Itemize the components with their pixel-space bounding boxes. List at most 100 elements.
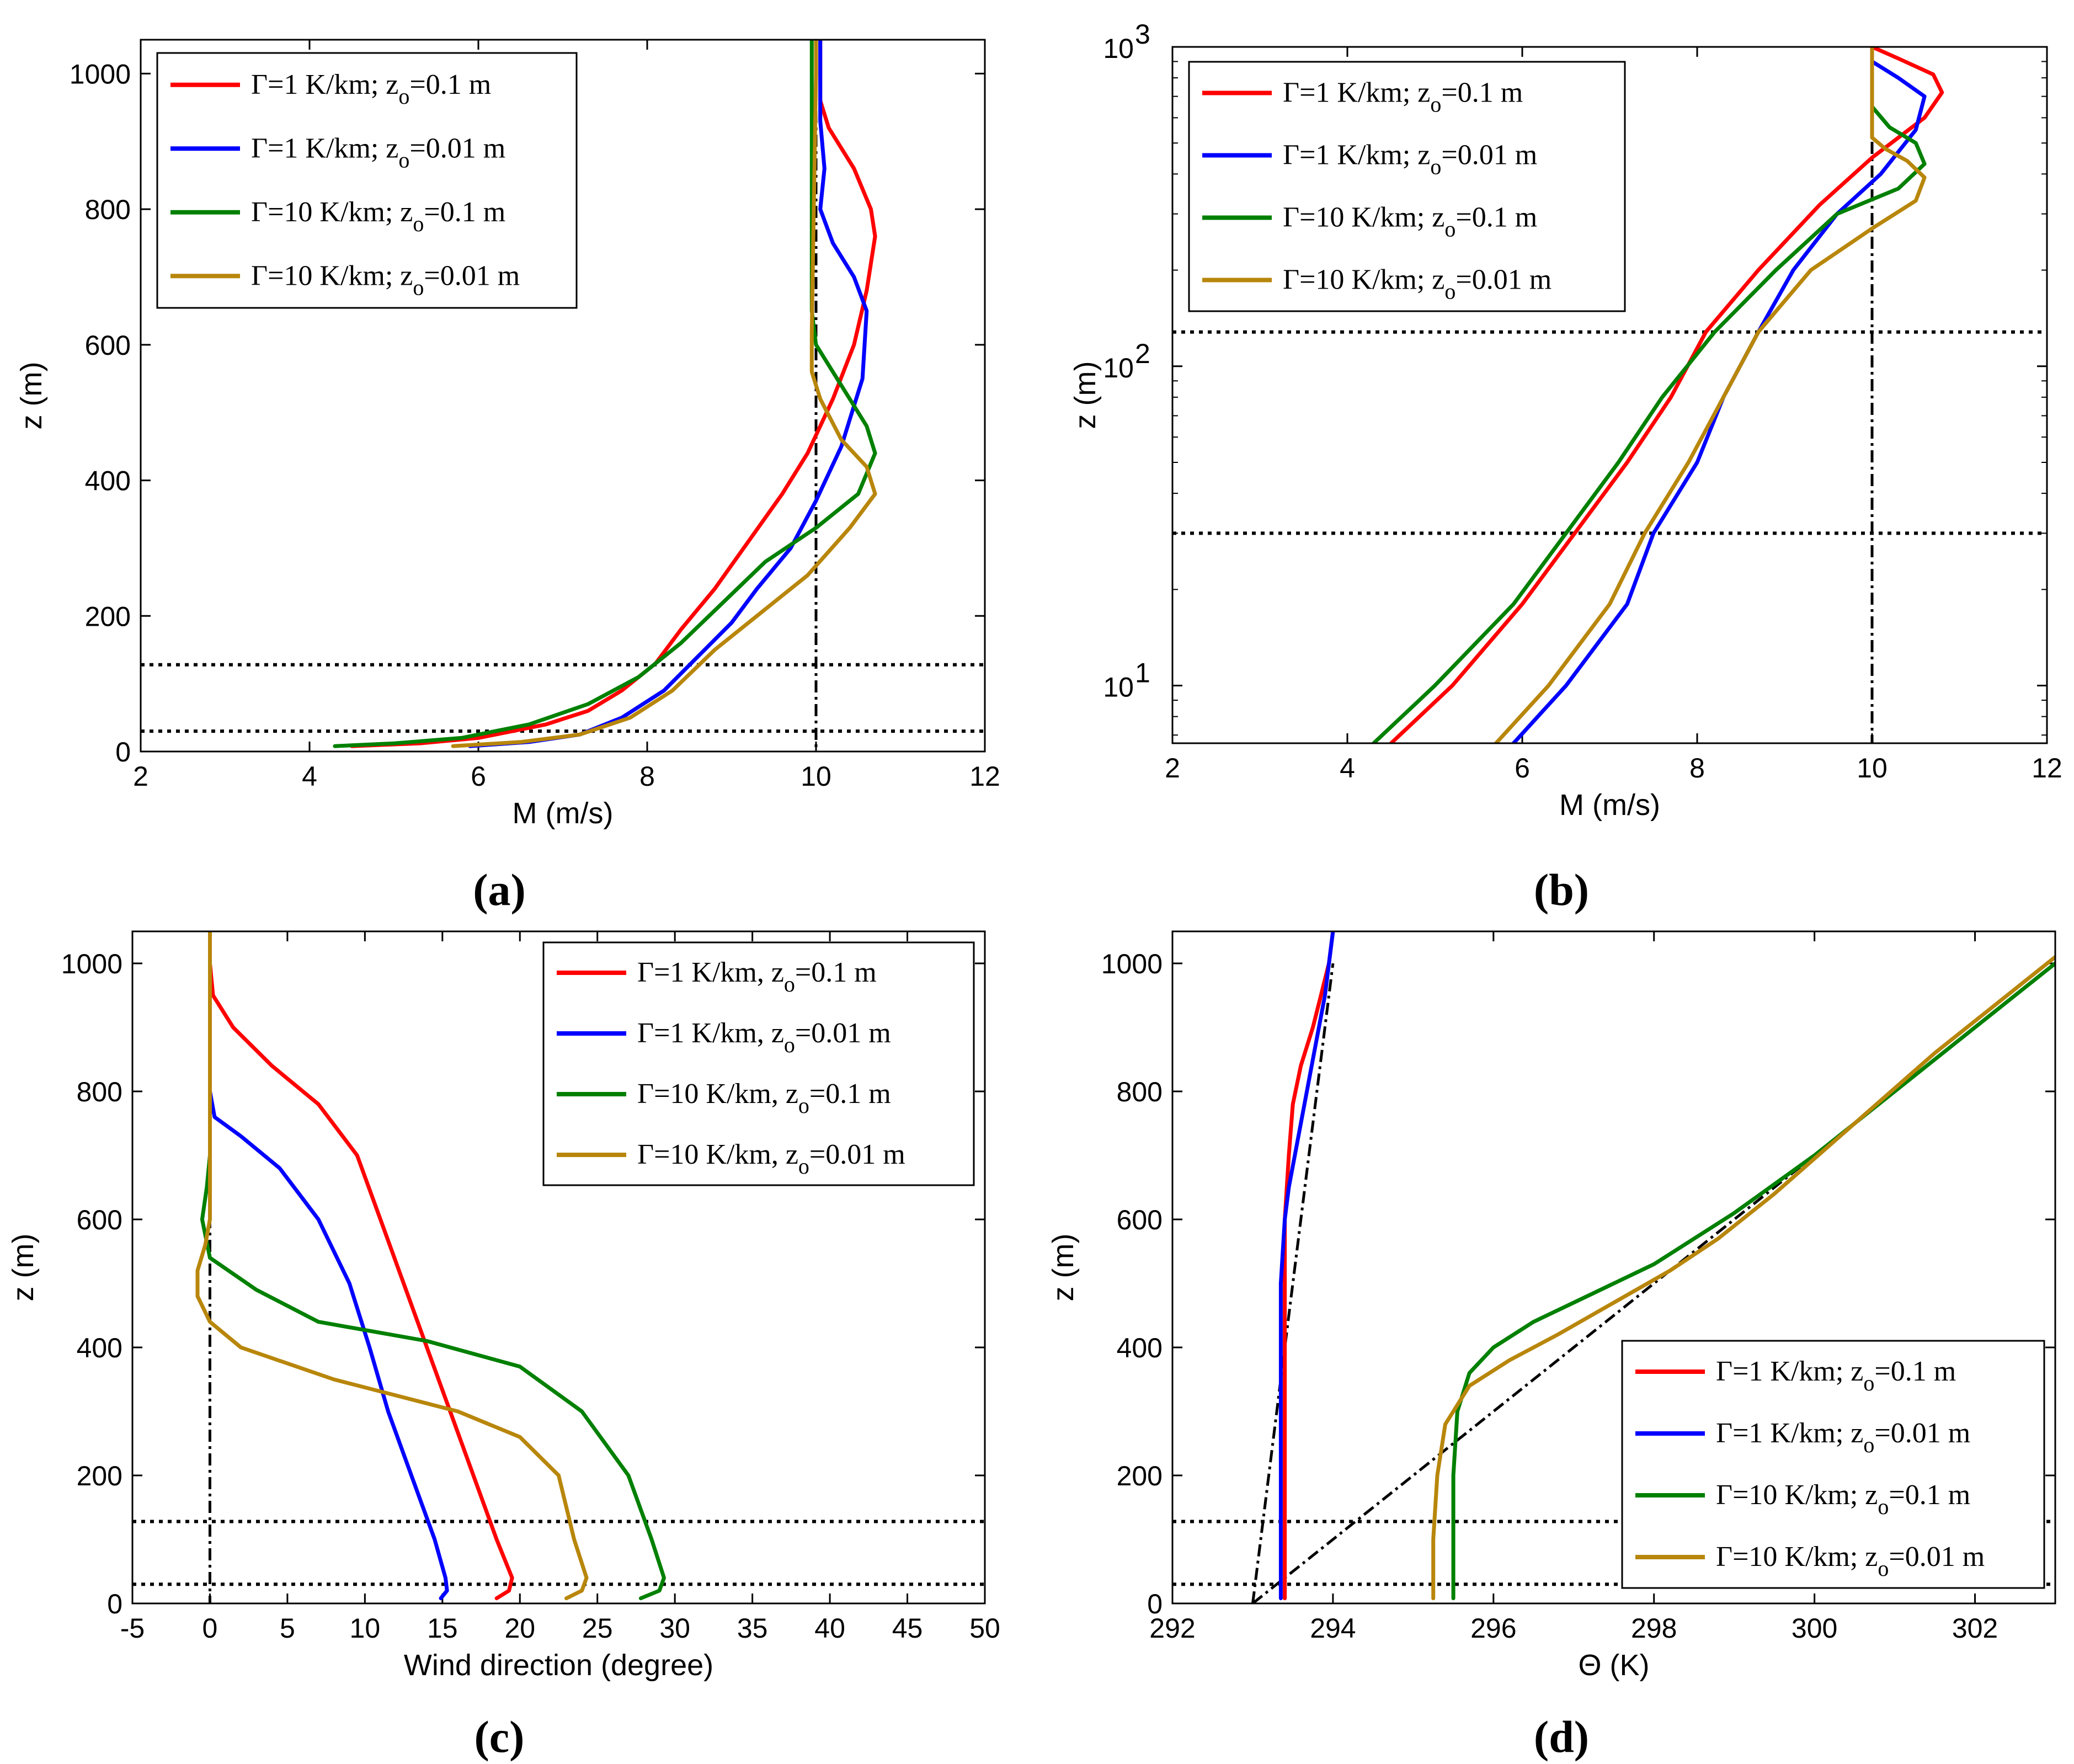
x-tick-label: 300: [1792, 1613, 1837, 1644]
legend-box: [1188, 61, 1626, 312]
series-line-4: [195, 931, 589, 1601]
y-tick-label: 200: [77, 1461, 122, 1491]
y-tick-label: 10: [1103, 33, 1134, 64]
legend-entry: Γ=1 K/km, zo=0.1 m: [637, 957, 877, 996]
series-line-2: [1511, 47, 1927, 743]
plot-area: [141, 40, 985, 752]
x-tick-label: 0: [202, 1613, 218, 1644]
x-axis-title: M (m/s): [1559, 788, 1660, 822]
legend-entry: Γ=10 K/km, zo=0.1 m: [637, 1078, 891, 1118]
legend-entry: Γ=1 K/km; zo=0.01 m: [1716, 1417, 1970, 1457]
x-tick-label: 6: [471, 761, 486, 792]
x-axis-title: M (m/s): [513, 797, 614, 830]
y-tick-label: 10: [1103, 672, 1134, 703]
y-tick-exponent: 2: [1135, 338, 1150, 369]
x-tick-label: 10: [801, 761, 831, 792]
y-tick-label: 400: [1117, 1333, 1163, 1363]
legend-entry: Γ=10 K/km; zo=0.1 m: [251, 196, 505, 236]
y-axis-title: z (m): [1047, 1234, 1080, 1302]
legend-entry: Γ=10 K/km, zo=0.01 m: [637, 1139, 905, 1179]
series-line-4: [1494, 47, 1927, 743]
legend-entry: Γ=1 K/km; zo=0.1 m: [251, 69, 491, 109]
y-tick-label: 200: [85, 601, 131, 632]
legend-entry: Γ=10 K/km; zo=0.1 m: [1716, 1479, 1970, 1519]
series-line-3: [200, 931, 666, 1601]
x-tick-label: 298: [1631, 1613, 1677, 1644]
panel-label: (a): [473, 865, 526, 915]
x-tick-label: 4: [1340, 753, 1355, 784]
axes-frame: [140, 39, 986, 753]
series-line-1: [1389, 47, 1944, 743]
legend-entry: Γ=1 K/km, zo=0.01 m: [637, 1017, 891, 1057]
y-tick-label: 10: [1103, 353, 1134, 383]
y-tick-label: 0: [115, 737, 131, 768]
legend-box: [542, 941, 975, 1186]
legend-box: [156, 52, 578, 309]
x-tick-label: 10: [350, 1613, 381, 1644]
x-tick-label: 25: [582, 1613, 613, 1644]
x-tick-label: 35: [737, 1613, 768, 1644]
x-tick-label: 45: [892, 1613, 923, 1644]
series-line-1: [208, 931, 514, 1601]
series-line-4: [451, 40, 877, 748]
y-tick-label: 400: [85, 466, 131, 497]
y-tick-label: 200: [1117, 1461, 1163, 1491]
legend-entry: Γ=10 K/km; zo=0.01 m: [251, 260, 520, 300]
legend-entry: Γ=1 K/km; zo=0.01 m: [251, 132, 505, 172]
series-line-1: [1283, 931, 1335, 1601]
panel-label: (b): [1534, 865, 1589, 915]
x-tick-label: 50: [969, 1613, 1000, 1644]
dashdot-reference-line: [1251, 963, 1335, 1603]
y-axis-title: z (m): [7, 1234, 40, 1302]
y-tick-label: 0: [107, 1589, 122, 1619]
y-tick-label: 800: [85, 194, 131, 225]
axes-frame: [1171, 46, 2048, 744]
legend-entry: Γ=1 K/km; zo=0.1 m: [1716, 1356, 1956, 1395]
legend-entry: Γ=10 K/km; zo=0.1 m: [1283, 202, 1537, 242]
axes-frame: [1171, 930, 2056, 1605]
x-tick-label: 4: [302, 761, 317, 792]
series-line-4: [1431, 955, 2055, 1601]
x-tick-label: 292: [1149, 1613, 1195, 1644]
y-tick-exponent: 1: [1135, 658, 1150, 689]
x-tick-label: -5: [120, 1613, 145, 1644]
plot-area: [1172, 47, 2047, 743]
legend-entry: Γ=1 K/km; zo=0.01 m: [1283, 140, 1537, 179]
panel-label: (c): [474, 1712, 524, 1762]
series-line-2: [208, 931, 449, 1601]
axes-frame: [131, 930, 986, 1605]
legend-box: [1621, 1340, 2045, 1589]
x-tick-label: 40: [814, 1613, 845, 1644]
x-tick-label: 30: [659, 1613, 690, 1644]
x-tick-label: 5: [280, 1613, 295, 1644]
y-tick-label: 0: [1147, 1589, 1163, 1619]
x-axis-title: Θ (K): [1579, 1649, 1650, 1682]
y-axis-title: z (m): [1069, 361, 1102, 429]
series-line-2: [468, 40, 869, 748]
y-tick-label: 600: [85, 330, 131, 361]
x-tick-label: 6: [1515, 753, 1530, 784]
panel-a: 2 4 6 8 10 12 0 200 400 600 800 1000 M (m/s) z (m) Γ=1…: [15, 39, 1000, 915]
x-tick-label: 296: [1470, 1613, 1516, 1644]
y-tick-label: 800: [77, 1076, 122, 1107]
legend-entry: Γ=1 K/km; zo=0.1 m: [1283, 77, 1523, 117]
x-tick-label: 8: [639, 761, 655, 792]
panel-label: (d): [1534, 1712, 1589, 1762]
y-tick-exponent: 3: [1135, 19, 1150, 50]
series-line-1: [350, 40, 877, 748]
series-line-3: [1372, 47, 1927, 743]
y-tick-label: 1000: [61, 948, 122, 979]
y-tick-label: 1000: [1101, 948, 1163, 979]
legend-entry: Γ=10 K/km; zo=0.01 m: [1283, 264, 1551, 304]
x-tick-label: 10: [1857, 753, 1888, 784]
y-tick-label: 400: [77, 1333, 122, 1363]
x-tick-label: 15: [427, 1613, 458, 1644]
y-tick-label: 600: [77, 1205, 122, 1235]
x-tick-label: 302: [1952, 1613, 1998, 1644]
x-axis-title: Wind direction (degree): [404, 1649, 713, 1682]
x-tick-label: 2: [133, 761, 148, 792]
x-tick-label: 20: [504, 1613, 535, 1644]
x-tick-label: 2: [1165, 753, 1180, 784]
y-tick-label: 1000: [70, 58, 131, 89]
